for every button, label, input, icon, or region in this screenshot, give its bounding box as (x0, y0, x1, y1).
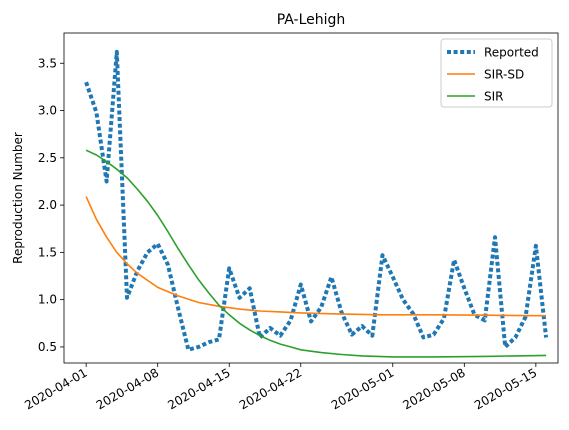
x-tick-label: 2020-04-08 (94, 365, 161, 412)
y-tick-label: 2.0 (38, 198, 57, 212)
x-tick-label: 2020-05-08 (400, 365, 467, 412)
y-tick-label: 1.5 (38, 245, 57, 259)
series-line-sir-sd (85, 196, 547, 317)
y-axis-label: Reproduction Number (11, 132, 25, 264)
y-axis: 0.5 1.0 1.5 2.0 2.5 3.0 3.5 (38, 56, 64, 354)
y-tick-label: 3.0 (38, 104, 57, 118)
legend-label: SIR-SD (484, 68, 524, 82)
x-axis: 2020-04-01 2020-04-08 2020-04-15 2020-04-22… (22, 363, 539, 412)
y-tick-label: 1.0 (38, 293, 57, 307)
y-tick-label: 2.5 (38, 151, 57, 165)
x-tick-label: 2020-05-15 (472, 365, 539, 412)
legend-frame (440, 38, 553, 108)
legend-label: Reported (484, 46, 539, 60)
y-tick-label: 3.5 (38, 56, 57, 70)
x-tick-label: 2020-04-22 (237, 365, 304, 412)
x-tick-label: 2020-05-01 (329, 365, 396, 412)
series-layer (84, 49, 549, 358)
series-line-sir (85, 149, 547, 358)
x-tick-label: 2020-04-15 (165, 365, 232, 412)
series-line-reported (84, 49, 549, 352)
x-tick-label: 2020-04-01 (22, 365, 89, 412)
chart-title: PA-Lehigh (277, 12, 346, 28)
legend-label: SIR (484, 90, 504, 104)
y-tick-label: 0.5 (38, 340, 57, 354)
legend: Reported SIR-SD SIR (440, 38, 553, 108)
